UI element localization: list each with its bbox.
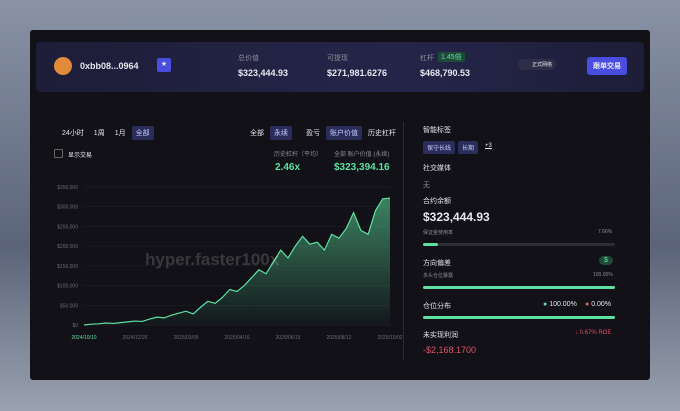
star-button[interactable]: ★ [157,58,171,72]
avg-leverage-label: 历史杠杆（平均） [274,152,323,158]
x-tick-label: 2025/08/12 [326,335,351,341]
dist-short-text: 0.00% [591,301,612,308]
checkbox[interactable] [54,149,63,158]
margin-track [423,243,615,246]
tab[interactable]: 盈亏 [306,130,320,137]
y-tick-label: $150,000 [57,264,78,270]
section-title: 仓位分布 [423,303,451,310]
copy-trade-button[interactable]: 跟单交易 [587,57,627,75]
tab[interactable]: 账户价值 [326,126,362,140]
area-line [83,197,391,326]
section-title: 合约余额 [423,198,451,205]
tab[interactable]: 1周 [93,130,105,137]
margin-label: 保证金使用率 [423,230,454,236]
stat-label: 总价值 [238,55,259,62]
section-title: 社交媒体 [423,165,451,172]
time-tabs: 24小时 1周 1月 全部 [58,126,154,140]
balance: $323,444.93 [423,210,490,224]
long-text: 100.00% [593,272,613,278]
bias-icon: $ [599,256,613,265]
social: 无 [423,182,430,189]
show-trades: 显示交易 [68,153,93,159]
dist-long-text: 100.00% [549,301,577,308]
y-tick-label: $50,000 [60,303,78,309]
tab[interactable]: 全部 [131,126,154,140]
y-tick-label: $300,000 [57,205,78,211]
x-tick-label: 2024/12/26 [122,335,147,341]
long-label: 多头仓位暴露 [423,273,454,279]
tags: 保守长线 长期 +3 [423,141,496,154]
y-tick-label: $350,000 [57,185,78,191]
scope-tabs: 全部 永续 [246,126,292,140]
tab[interactable]: 24小时 [62,130,84,137]
metric-tabs: 盈亏 账户价值 历史杠杆 [302,126,400,140]
y-tick-label: $100,000 [57,284,78,290]
x-tick-label: 2024/10/10 [71,335,96,341]
section-title: 方向偏差 [423,260,451,267]
long-fill [423,286,615,289]
value-label: 全部 账户价值 (永续) [334,152,390,158]
stat-value: $468,790.53 [420,68,471,78]
area-fill [84,198,390,325]
x-tick-label: 2025/10/02 [377,335,402,341]
tag: 保守长线 [423,141,456,154]
avatar [54,57,72,75]
stat-label: 杠杆 [420,55,434,62]
x-tick-label: 2025/04/16 [224,335,249,341]
dist-bar [423,316,615,319]
tag: 长期 [458,141,479,154]
dist-long: ● 100.00% [543,301,577,308]
divider [403,122,404,360]
stat-label: 可提现 [327,55,348,62]
section-title: 智能标签 [423,127,451,134]
leverage-badge: 1.45倍 [438,52,465,62]
stat-value: $271,981.6276 [327,68,388,78]
roe: ↓ 0.67% ROE [575,330,612,336]
y-tick-label: $0 [72,323,78,329]
section-title: 未实现利润 [423,332,458,339]
long-track [423,286,615,289]
x-tick-label: 2025/06/15 [275,335,300,341]
account-value: $323,394.16 [334,162,390,173]
y-tick-label: $250,000 [57,224,78,230]
avg-leverage: 2.46x [275,162,301,173]
stat-value: $323,444.93 [238,68,289,78]
y-tick-label: $200,000 [57,244,78,250]
dist-short: ● 0.00% [585,301,612,308]
watermark: hyper.faster100x [145,250,280,269]
tab[interactable]: 1月 [114,130,126,137]
margin-fill [423,243,438,246]
address[interactable]: 0xbb08...0964 [80,61,139,71]
network-toggle[interactable]: 正式网络 [518,59,557,70]
tab[interactable]: 全部 [250,130,264,137]
margin-text: 7.66% [598,229,613,235]
tab[interactable]: 历史杠杆 [368,130,396,137]
pnl: -$2,168.1700 [423,345,477,355]
tag[interactable]: +3 [485,143,492,149]
tab[interactable]: 永续 [270,126,292,140]
x-tick-label: 2025/03/05 [173,335,198,341]
